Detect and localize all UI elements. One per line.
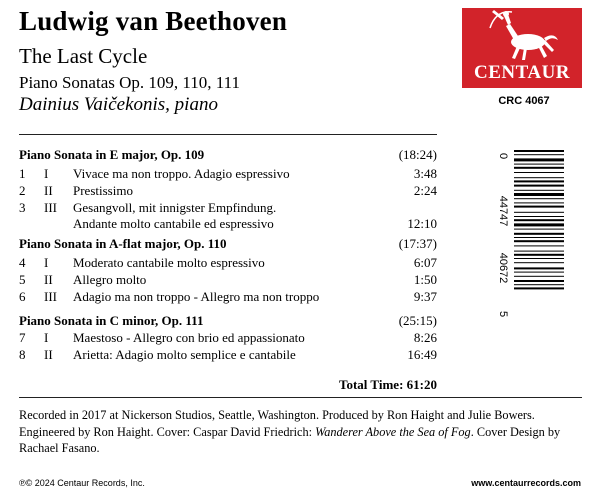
track-title: Maestoso - Allegro con brio ed appassion… bbox=[73, 330, 305, 345]
movement-number: I bbox=[44, 330, 49, 345]
track-time: 6:07 bbox=[413, 255, 437, 270]
track-title: Prestissimo bbox=[73, 183, 133, 198]
track-row: 3 III Gesangvoll, mit innigster Empfindu… bbox=[19, 200, 437, 216]
track-number: 7 bbox=[19, 330, 26, 345]
track-number: 8 bbox=[19, 347, 26, 362]
section-duration: (17:37) bbox=[398, 236, 437, 251]
composer-name: Ludwig van Beethoven bbox=[19, 6, 288, 36]
track-row: 1 I Vivace ma non troppo. Adagio espress… bbox=[19, 166, 437, 182]
track-number: 4 bbox=[19, 255, 26, 270]
track-number: 2 bbox=[19, 183, 26, 198]
movement-number: III bbox=[44, 200, 57, 215]
website-link[interactable]: www.centaurrecords.com bbox=[471, 478, 581, 488]
credits-text: Recorded in 2017 at Nickerson Studios, S… bbox=[19, 408, 535, 439]
barcode-digits-right: 40672 bbox=[497, 252, 509, 284]
track-title: Allegro molto bbox=[73, 272, 147, 287]
barcode-digit-check: 5 bbox=[497, 310, 509, 318]
section-title: Piano Sonata in A-flat major, Op. 110 bbox=[19, 236, 227, 251]
centaur-figure-icon bbox=[489, 10, 558, 60]
track-number: 3 bbox=[19, 200, 26, 215]
barcode-digit-leading: 0 bbox=[497, 152, 509, 160]
barcode-digits-left: 44747 bbox=[497, 195, 509, 227]
barcode-bars bbox=[514, 150, 564, 290]
section-title: Piano Sonata in C minor, Op. 111 bbox=[19, 313, 204, 328]
track-title: Adagio ma non troppo - Allegro ma non tr… bbox=[73, 289, 320, 304]
copyright-notice: ℗© 2024 Centaur Records, Inc. bbox=[19, 478, 145, 488]
track-row: 6 III Adagio ma non troppo - Allegro ma … bbox=[19, 289, 437, 305]
track-title: Arietta: Adagio molto semplice e cantabi… bbox=[73, 347, 296, 362]
movement-number: I bbox=[44, 255, 49, 270]
track-time: 2:24 bbox=[413, 183, 437, 198]
track-row: 8 II Arietta: Adagio molto semplice e ca… bbox=[19, 347, 437, 363]
catalog-number: CRC 4067 bbox=[498, 95, 550, 107]
track-time: 12:10 bbox=[407, 216, 437, 231]
performer-credit: Dainius Vaičekonis, piano bbox=[19, 94, 218, 115]
track-number: 6 bbox=[19, 289, 26, 304]
movement-number: II bbox=[44, 183, 53, 198]
track-time: 9:37 bbox=[413, 289, 437, 304]
recording-credits: Recorded in 2017 at Nickerson Studios, S… bbox=[19, 407, 579, 457]
track-row: 2 II Prestissimo 2:24 bbox=[19, 183, 437, 199]
painting-title: Wanderer Above the Sea of Fog bbox=[315, 424, 471, 439]
divider bbox=[19, 397, 582, 398]
track-row: 4 I Moderato cantabile molto espressivo … bbox=[19, 255, 437, 271]
track-title: Moderato cantabile molto espressivo bbox=[73, 255, 265, 270]
movement-number: II bbox=[44, 347, 53, 362]
track-row: 5 II Allegro molto 1:50 bbox=[19, 272, 437, 288]
centaur-logo: CENTAUR bbox=[462, 8, 582, 88]
track-time: 1:50 bbox=[413, 272, 437, 287]
section-duration: (25:15) bbox=[398, 313, 437, 328]
track-title: Gesangvoll, mit innigster Empfindung. bbox=[73, 200, 277, 215]
movement-number: III bbox=[44, 289, 57, 304]
total-time: Total Time: 61:20 bbox=[339, 377, 437, 392]
section-duration: (18:24) bbox=[398, 147, 437, 162]
track-number: 1 bbox=[19, 166, 26, 181]
track-title-continued: Andante molto cantabile ed espressivo bbox=[73, 216, 274, 231]
track-time: 8:26 bbox=[413, 330, 437, 345]
section-title: Piano Sonata in E major, Op. 109 bbox=[19, 147, 205, 162]
track-row-continued: Andante molto cantabile ed espressivo 12… bbox=[19, 216, 437, 232]
movement-number: I bbox=[44, 166, 49, 181]
track-time: 3:48 bbox=[413, 166, 437, 181]
divider bbox=[19, 134, 437, 135]
barcode: 0 44747 40672 5 bbox=[497, 150, 578, 320]
track-row: 7 I Maestoso - Allegro con brio ed appas… bbox=[19, 330, 437, 346]
logo-wordmark: CENTAUR bbox=[473, 62, 571, 83]
track-title: Vivace ma non troppo. Adagio espressivo bbox=[73, 166, 290, 181]
track-number: 5 bbox=[19, 272, 26, 287]
album-title: The Last Cycle bbox=[19, 44, 148, 68]
movement-number: II bbox=[44, 272, 53, 287]
track-time: 16:49 bbox=[407, 347, 437, 362]
works-subtitle: Piano Sonatas Op. 109, 110, 111 bbox=[19, 73, 240, 92]
credits-text-end: . Cover Design by Rachael Fasano. bbox=[19, 424, 561, 456]
